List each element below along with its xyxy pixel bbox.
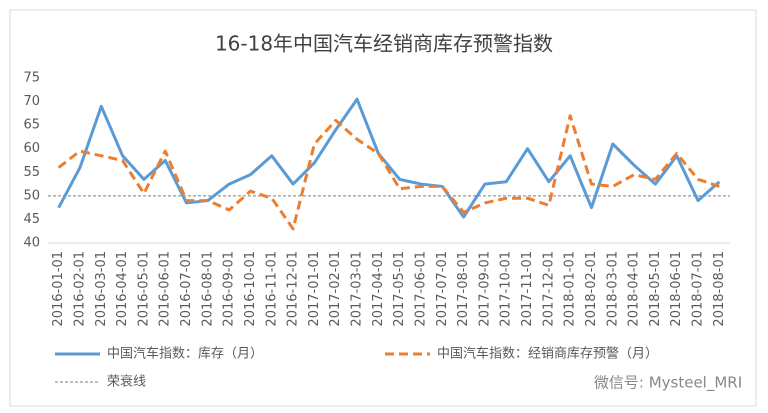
y-tick-label: 60 bbox=[23, 141, 40, 156]
x-tick-label: 2017-02-01 bbox=[328, 251, 343, 327]
x-tick-label: 2018-05-01 bbox=[648, 251, 663, 327]
x-tick-label: 2018-04-01 bbox=[627, 251, 642, 327]
legend-label: 中国汽车指数：库存（月） bbox=[107, 346, 263, 362]
x-tick-label: 2016-05-01 bbox=[136, 251, 151, 327]
chart-border bbox=[9, 9, 757, 407]
series-line bbox=[57, 97, 721, 219]
series-line bbox=[57, 114, 720, 231]
x-tick-label: 2016-10-01 bbox=[243, 251, 258, 327]
x-tick-label: 2017-03-01 bbox=[350, 251, 365, 327]
y-tick-label: 50 bbox=[23, 188, 40, 203]
x-tick-label: 2018-03-01 bbox=[605, 251, 620, 327]
legend-label: 中国汽车指数：经销商库存预警（月） bbox=[437, 346, 658, 362]
x-tick-label: 2017-05-01 bbox=[392, 251, 407, 327]
x-tick-label: 2016-11-01 bbox=[264, 251, 279, 327]
x-tick-label: 2017-01-01 bbox=[307, 251, 322, 327]
x-tick-label: 2017-06-01 bbox=[413, 251, 428, 327]
y-tick-label: 75 bbox=[23, 71, 40, 86]
x-tick-label: 2016-01-01 bbox=[51, 251, 66, 327]
x-tick-label: 2017-07-01 bbox=[435, 251, 450, 327]
x-tick-label: 2018-07-01 bbox=[691, 251, 706, 327]
x-tick-label: 2016-09-01 bbox=[222, 251, 237, 327]
y-tick-label: 45 bbox=[23, 212, 40, 227]
x-tick-label: 2017-08-01 bbox=[456, 251, 471, 327]
x-tick-label: 2016-03-01 bbox=[94, 251, 109, 327]
y-tick-label: 70 bbox=[23, 94, 40, 109]
y-tick-label: 40 bbox=[23, 236, 40, 251]
x-tick-label: 2017-10-01 bbox=[499, 251, 514, 327]
x-tick-label: 2016-06-01 bbox=[158, 251, 173, 327]
legend-label: 荣衰线 bbox=[107, 374, 146, 390]
x-tick-label: 2016-04-01 bbox=[115, 251, 130, 327]
x-tick-label: 2016-08-01 bbox=[200, 251, 215, 327]
x-tick-label: 2018-08-01 bbox=[712, 251, 727, 327]
x-tick-label: 2018-06-01 bbox=[669, 251, 684, 327]
y-tick-label: 55 bbox=[23, 165, 40, 180]
x-tick-label: 2017-04-01 bbox=[371, 251, 386, 327]
chart-title: 16-18年中国汽车经销商库存预警指数 bbox=[215, 32, 553, 56]
x-tick-label: 2017-11-01 bbox=[520, 251, 535, 327]
x-tick-label: 2017-09-01 bbox=[477, 251, 492, 327]
x-tick-label: 2016-12-01 bbox=[286, 251, 301, 327]
x-tick-label: 2016-07-01 bbox=[179, 251, 194, 327]
x-tick-label: 2016-02-01 bbox=[72, 251, 87, 327]
watermark: 微信号: Mysteel_MRI bbox=[594, 374, 742, 393]
x-tick-label: 2018-02-01 bbox=[584, 251, 599, 327]
x-tick-label: 2018-01-01 bbox=[563, 251, 578, 327]
y-tick-label: 65 bbox=[23, 118, 40, 133]
x-tick-label: 2017-12-01 bbox=[541, 251, 556, 327]
